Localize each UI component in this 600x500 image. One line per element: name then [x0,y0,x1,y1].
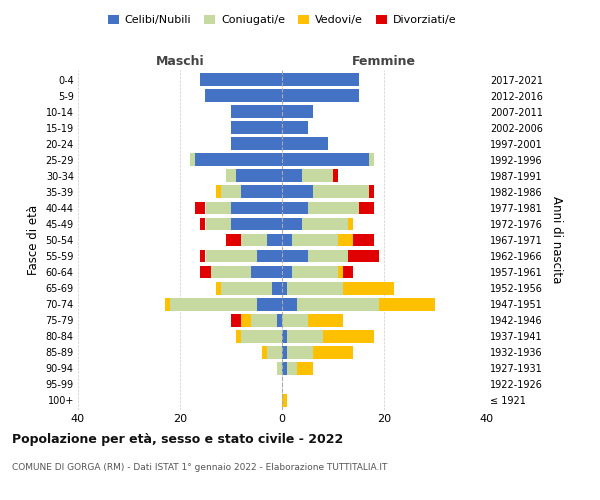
Bar [282,282,287,294]
Bar [267,234,282,246]
Bar [257,298,282,310]
Bar [226,170,236,182]
Bar [251,314,277,326]
Bar [206,89,282,102]
Bar [200,266,211,278]
Bar [343,266,353,278]
Bar [333,170,338,182]
Text: Maschi: Maschi [155,54,205,68]
Bar [308,250,349,262]
Bar [298,362,313,374]
Bar [231,314,241,326]
Bar [231,122,282,134]
Bar [369,154,374,166]
Bar [200,73,282,86]
Bar [277,314,282,326]
Bar [190,154,196,166]
Bar [292,234,338,246]
Bar [287,330,323,342]
Bar [206,218,231,230]
Bar [282,266,292,278]
Bar [302,170,333,182]
Bar [282,170,302,182]
Bar [369,186,374,198]
Bar [236,330,241,342]
Bar [211,266,251,278]
Bar [282,154,369,166]
Bar [262,346,267,358]
Bar [221,282,272,294]
Bar [241,234,267,246]
Bar [251,266,282,278]
Bar [313,186,369,198]
Y-axis label: Fasce di età: Fasce di età [27,205,40,275]
Bar [282,298,298,310]
Bar [282,346,287,358]
Bar [226,234,241,246]
Bar [200,218,206,230]
Bar [282,330,287,342]
Bar [308,202,359,214]
Text: COMUNE DI GORGA (RM) - Dati ISTAT 1° gennaio 2022 - Elaborazione TUTTITALIA.IT: COMUNE DI GORGA (RM) - Dati ISTAT 1° gen… [12,462,388,471]
Bar [282,362,287,374]
Bar [308,314,343,326]
Bar [206,250,257,262]
Legend: Celibi/Nubili, Coniugati/e, Vedovi/e, Divorziati/e: Celibi/Nubili, Coniugati/e, Vedovi/e, Di… [103,10,461,30]
Bar [282,218,302,230]
Bar [267,346,282,358]
Bar [216,186,221,198]
Bar [200,250,206,262]
Bar [323,330,374,342]
Bar [282,122,308,134]
Bar [292,266,338,278]
Bar [206,202,231,214]
Bar [231,218,282,230]
Bar [353,234,374,246]
Bar [272,282,282,294]
Text: Femmine: Femmine [352,54,416,68]
Bar [196,154,282,166]
Bar [313,346,353,358]
Bar [282,314,308,326]
Bar [282,73,359,86]
Bar [343,282,394,294]
Bar [196,202,206,214]
Bar [164,298,170,310]
Bar [287,282,343,294]
Bar [231,138,282,150]
Text: Popolazione per età, sesso e stato civile - 2022: Popolazione per età, sesso e stato civil… [12,432,343,446]
Bar [257,250,282,262]
Bar [231,202,282,214]
Bar [282,89,359,102]
Bar [359,202,374,214]
Bar [287,362,298,374]
Bar [241,330,282,342]
Bar [302,218,349,230]
Bar [236,170,282,182]
Bar [379,298,435,310]
Y-axis label: Anni di nascita: Anni di nascita [550,196,563,284]
Bar [282,186,313,198]
Bar [338,234,353,246]
Bar [216,282,221,294]
Bar [282,250,308,262]
Bar [282,106,313,118]
Bar [282,138,328,150]
Bar [282,394,287,407]
Bar [298,298,379,310]
Bar [282,234,292,246]
Bar [349,218,353,230]
Bar [221,186,241,198]
Bar [231,106,282,118]
Bar [282,202,308,214]
Bar [277,362,282,374]
Bar [241,314,251,326]
Bar [241,186,282,198]
Bar [338,266,343,278]
Bar [170,298,257,310]
Bar [349,250,379,262]
Bar [287,346,313,358]
